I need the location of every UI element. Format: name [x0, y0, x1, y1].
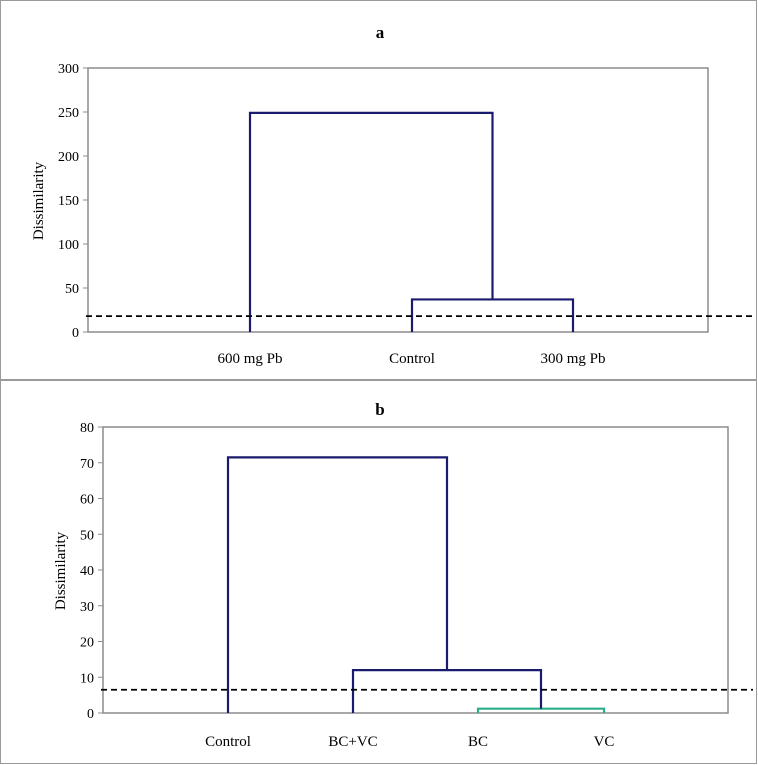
dendrogram-panel-b: b Dissimilarity 0 10 20 30 40 50 60 70 80 Control… [0, 380, 757, 764]
y-tick-label-1-1: 10 [80, 671, 94, 686]
leaf-label-1-1: BC+VC [328, 734, 377, 750]
y-tick-label-0-2: 100 [58, 238, 79, 253]
dendrogram-link-1-0 [476, 707, 606, 713]
leaf-label-0-2: 300 mg Pb [540, 351, 605, 367]
y-tick-label-1-5: 50 [80, 528, 94, 543]
y-axis-label-a: Dissimilarity [31, 161, 47, 240]
plot-area-b: 0 10 20 30 40 50 60 70 80 Control BC+VC BC VC [80, 421, 753, 750]
y-tick-label-1-7: 70 [80, 457, 94, 472]
y-tick-label-1-4: 40 [80, 564, 94, 579]
leaf-label-1-3: VC [594, 734, 615, 750]
y-tick-label-0-4: 200 [58, 150, 79, 165]
dendrogram-panel-a: a Dissimilarity 0 50 100 150 200 250 300 600 mg… [0, 0, 757, 380]
y-tick-label-1-3: 30 [80, 600, 94, 615]
leaf-label-1-0: Control [205, 734, 251, 750]
chart-title-a: a [376, 23, 385, 42]
y-tick-label-0-1: 50 [65, 282, 79, 297]
chart-title-b: b [375, 400, 384, 419]
y-tick-label-0-5: 250 [58, 106, 79, 121]
y-axis-label-b: Dissimilarity [53, 531, 69, 610]
plot-frame-0 [87, 67, 709, 333]
leaf-label-0-1: Control [389, 351, 435, 367]
plot-area-a: 0 50 100 150 200 250 300 600 mg Pb Control 300 mg… [58, 62, 753, 367]
y-tick-label-1-0: 0 [87, 707, 94, 722]
y-tick-label-0-6: 300 [58, 62, 79, 77]
y-tick-label-1-8: 80 [80, 421, 94, 436]
leaf-label-1-2: BC [468, 734, 488, 750]
dendrogram-link-0-1 [248, 111, 494, 332]
leaf-label-0-0: 600 mg Pb [217, 351, 282, 367]
dendrogram-link-1-1 [351, 669, 543, 713]
y-tick-label-0-0: 0 [72, 326, 79, 341]
y-tick-label-1-6: 60 [80, 493, 94, 508]
dendrogram-a-svg: a Dissimilarity 0 50 100 150 200 250 300 600 mg… [31, 23, 753, 367]
dendrogram-b-svg: b Dissimilarity 0 10 20 30 40 50 60 70 80 Control… [53, 400, 753, 750]
y-tick-label-1-2: 20 [80, 636, 94, 651]
y-tick-label-0-3: 150 [58, 194, 79, 209]
dendrogram-link-1-2 [226, 456, 449, 713]
